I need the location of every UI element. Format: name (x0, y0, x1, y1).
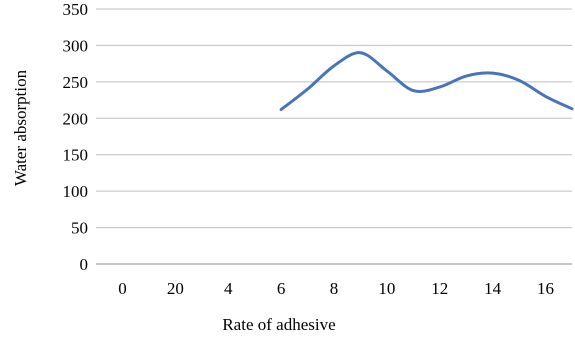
x-tick-label: 16 (537, 279, 554, 298)
gridlines (96, 8, 572, 265)
y-tick-label: 150 (63, 146, 89, 165)
y-tick-label: 0 (80, 255, 89, 274)
y-tick-label: 100 (63, 182, 89, 201)
y-tick-label: 200 (63, 109, 89, 128)
x-tick-label: 12 (431, 279, 448, 298)
y-axis-label: Water absorption (11, 69, 30, 186)
x-tick-label: 6 (277, 279, 286, 298)
y-tick-label: 350 (63, 0, 89, 19)
series-group (279, 51, 574, 112)
y-tick-label: 250 (63, 73, 89, 92)
x-axis-ticks: 0 20 4 6 8 10 12 14 16 (118, 279, 554, 298)
x-tick-label: 20 (167, 279, 184, 298)
y-axis-ticks: 0 50 100 150 200 250 300 350 (63, 0, 89, 274)
x-tick-label: 14 (484, 279, 502, 298)
x-tick-label: 8 (330, 279, 339, 298)
x-axis-label: Rate of adhesive (222, 315, 335, 334)
y-tick-label: 300 (63, 36, 89, 55)
x-tick-label: 10 (378, 279, 395, 298)
x-tick-label: 0 (118, 279, 127, 298)
y-tick-label: 50 (71, 219, 88, 238)
series-line-0 (279, 51, 574, 112)
x-tick-label: 4 (224, 279, 233, 298)
